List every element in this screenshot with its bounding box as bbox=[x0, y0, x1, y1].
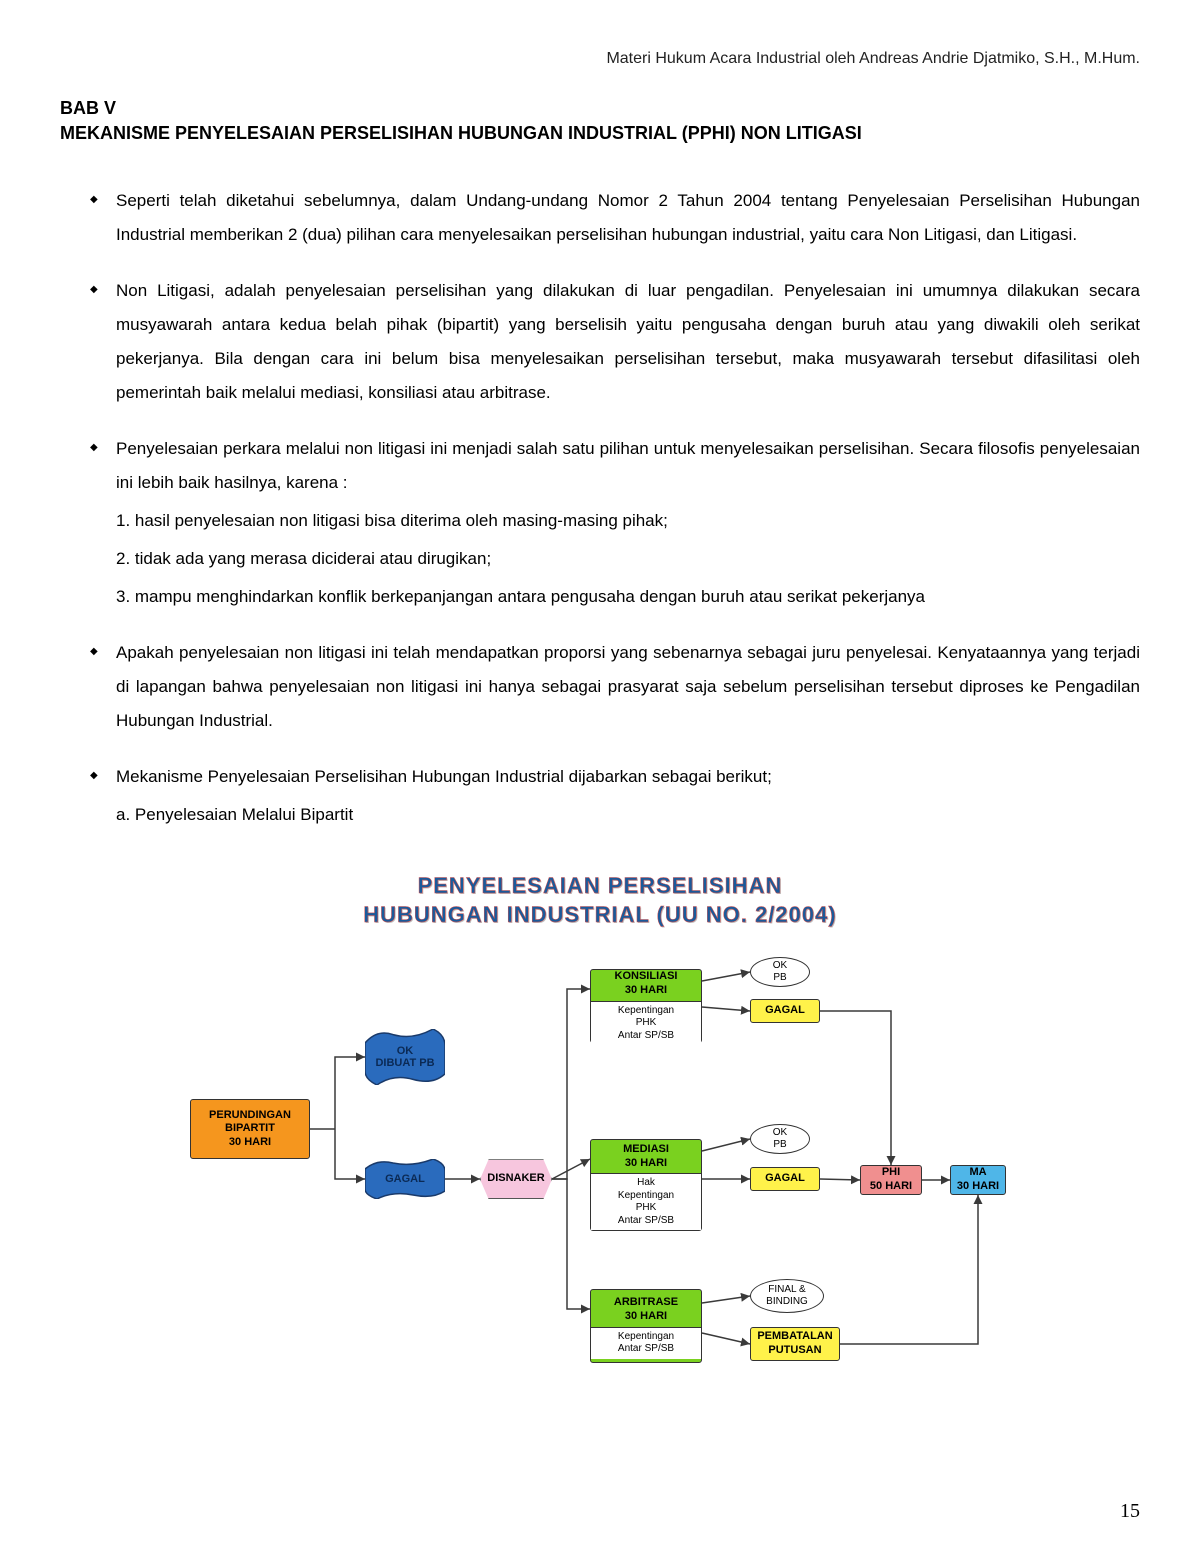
flowchart-node: MEDIASI30 HARIHakKepentinganPHKAntar SP/… bbox=[590, 1139, 702, 1231]
flowchart-node: GAGAL bbox=[750, 1167, 820, 1191]
flowchart: PENYELESAIAN PERSELISIHAN HUBUNGAN INDUS… bbox=[190, 872, 1010, 1409]
flowchart-ellipse: OKPB bbox=[750, 1124, 810, 1154]
bullet-text: Mekanisme Penyelesaian Perselisihan Hubu… bbox=[116, 767, 772, 786]
flowchart-node: MA30 HARI bbox=[950, 1165, 1006, 1195]
bullet-item: Mekanisme Penyelesaian Perselisihan Hubu… bbox=[90, 760, 1140, 832]
document-header: Materi Hukum Acara Industrial oleh Andre… bbox=[60, 50, 1140, 68]
flowchart-title: PENYELESAIAN PERSELISIHAN HUBUNGAN INDUS… bbox=[190, 872, 1010, 929]
flowchart-node: PERUNDINGANBIPARTIT30 HARI bbox=[190, 1099, 310, 1159]
bullet-item: Apakah penyelesaian non litigasi ini tel… bbox=[90, 636, 1140, 738]
bullet-item: Seperti telah diketahui sebelumnya, dala… bbox=[90, 184, 1140, 252]
bullet-item: Penyelesaian perkara melalui non litigas… bbox=[90, 432, 1140, 614]
chapter-title: MEKANISME PENYELESAIAN PERSELISIHAN HUBU… bbox=[60, 123, 1140, 144]
sublist-item: 2. tidak ada yang merasa diciderai atau … bbox=[116, 542, 1140, 576]
flowchart-node: KONSILIASI30 HARIKepentinganPHKAntar SP/… bbox=[590, 969, 702, 1043]
sublist-item: 1. hasil penyelesaian non litigasi bisa … bbox=[116, 504, 1140, 538]
flowchart-banner: OKDIBUAT PB bbox=[365, 1029, 445, 1085]
sublist-item: 3. mampu menghindarkan konflik berkepanj… bbox=[116, 580, 1140, 614]
flowchart-node: GAGAL bbox=[750, 999, 820, 1023]
flowchart-node: PHI50 HARI bbox=[860, 1165, 922, 1195]
flowchart-node: DISNAKER bbox=[480, 1159, 552, 1199]
flowchart-node: ARBITRASE30 HARIKepentinganAntar SP/SB bbox=[590, 1289, 702, 1363]
flowchart-banner: GAGAL bbox=[365, 1159, 445, 1199]
bullet-text: Penyelesaian perkara melalui non litigas… bbox=[116, 439, 1140, 492]
flowchart-ellipse: FINAL &BINDING bbox=[750, 1279, 824, 1313]
chapter-label: BAB V bbox=[60, 98, 1140, 119]
bullet-item: Non Litigasi, adalah penyelesaian persel… bbox=[90, 274, 1140, 410]
flowchart-ellipse: OKPB bbox=[750, 957, 810, 987]
page-number: 15 bbox=[1120, 1500, 1140, 1523]
sublist-item: a. Penyelesaian Melalui Bipartit bbox=[116, 798, 1140, 832]
flowchart-node: PEMBATALANPUTUSAN bbox=[750, 1327, 840, 1361]
bullet-list: Seperti telah diketahui sebelumnya, dala… bbox=[60, 184, 1140, 832]
